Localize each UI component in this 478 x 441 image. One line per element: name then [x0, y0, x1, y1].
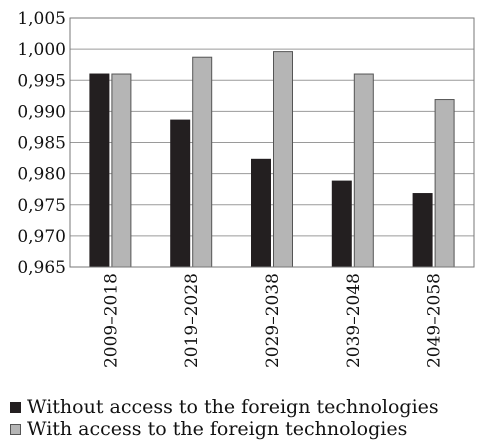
bar-without-access — [412, 193, 433, 268]
bar-chart: 1,005 1,000 0,995 0,990 0,985 0,980 0,975 0,970… — [17, 9, 475, 368]
bar-without-access — [251, 158, 271, 268]
y-tick-label: 1,000 — [17, 40, 66, 60]
y-tick-label: 0,995 — [17, 71, 66, 91]
bar-with-access — [111, 73, 132, 268]
y-tick-label: 0,970 — [17, 227, 66, 247]
bar-with-access — [353, 73, 374, 268]
bar-with-access — [192, 56, 213, 268]
y-tick-label: 0,965 — [17, 258, 66, 278]
bar-with-access — [273, 51, 293, 268]
legend-label-without-access: Without access to the foreign technologi… — [27, 396, 439, 418]
plot-area-frame — [69, 17, 475, 268]
x-category-label: 2009–2018 — [101, 273, 121, 368]
y-tick-label: 1,005 — [17, 9, 66, 29]
bar-without-access — [170, 119, 191, 268]
y-tick-label: 0,990 — [17, 102, 66, 122]
legend-item-without-access: Without access to the foreign technologi… — [10, 396, 439, 418]
y-tick-label: 0,985 — [17, 134, 66, 154]
legend-swatch-without-access — [10, 401, 21, 413]
x-category-label: 2019–2028 — [182, 273, 202, 368]
y-axis-tick-labels: 1,005 1,000 0,995 0,990 0,985 0,980 0,975 0,970… — [17, 9, 66, 278]
legend-swatch-with-access — [10, 423, 21, 435]
legend-item-with-access: With access to the foreign technologies — [10, 418, 439, 440]
x-axis-category-labels: 2009–2018 2019–2028 2029–2038 2039–2048 2049… — [101, 273, 444, 368]
legend: Without access to the foreign technologi… — [10, 396, 439, 440]
x-category-label: 2049–2058 — [425, 273, 445, 368]
bar-without-access — [89, 73, 110, 268]
bar-with-access — [434, 99, 455, 268]
bars — [89, 51, 455, 268]
y-tick-label: 0,980 — [17, 165, 66, 185]
x-category-label: 2039–2048 — [344, 273, 364, 368]
legend-label-with-access: With access to the foreign technologies — [27, 418, 408, 440]
bar-without-access — [331, 180, 352, 268]
x-category-label: 2029–2038 — [263, 273, 283, 368]
y-tick-label: 0,975 — [17, 196, 66, 216]
